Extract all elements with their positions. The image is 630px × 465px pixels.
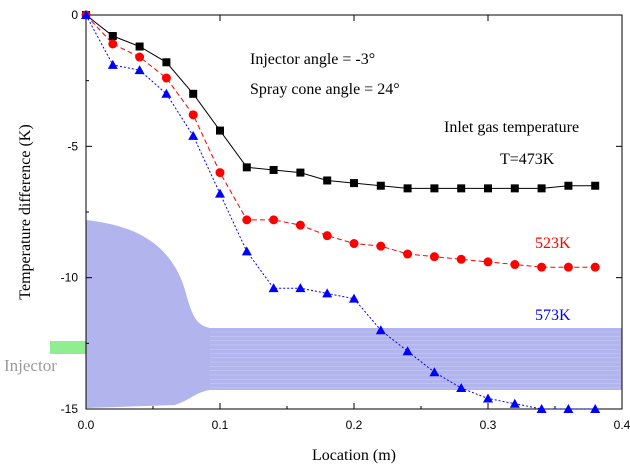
data-point <box>189 89 198 98</box>
series-1 <box>81 10 600 272</box>
data-point <box>429 367 440 377</box>
data-point <box>269 215 279 225</box>
data-point <box>536 404 547 413</box>
spray-cone-angle-annotation: Spray cone angle = 24° <box>250 81 400 98</box>
data-point <box>457 184 466 193</box>
data-point <box>162 58 171 67</box>
series-line <box>85 14 596 268</box>
legend-title: Inlet gas temperature <box>444 119 579 136</box>
data-point <box>537 184 546 193</box>
x-tick-label: 0.2 <box>346 418 363 432</box>
data-point <box>135 52 145 62</box>
data-point <box>322 231 332 241</box>
data-point <box>403 249 413 259</box>
data-point <box>323 176 332 185</box>
data-point <box>376 241 386 251</box>
data-point <box>322 288 333 298</box>
x-axis-title: Location (m) <box>312 447 396 464</box>
data-point <box>295 283 306 293</box>
data-point <box>509 398 520 408</box>
data-point <box>241 246 252 256</box>
injector-label: Injector <box>4 356 57 375</box>
data-point <box>483 393 493 403</box>
y-tick-label: -5 <box>67 139 78 153</box>
y-tick-label: -10 <box>61 271 79 285</box>
data-point <box>430 184 439 193</box>
data-point <box>108 39 118 49</box>
y-tick-label: -15 <box>61 402 79 416</box>
series-2 <box>81 10 601 413</box>
data-point <box>484 184 492 193</box>
data-point <box>563 404 574 413</box>
x-tick-label: 0.0 <box>78 418 95 432</box>
data-point <box>188 110 198 120</box>
data-point <box>429 252 439 262</box>
data-point <box>375 325 386 335</box>
data-point <box>135 42 144 51</box>
data-point <box>216 126 224 135</box>
data-point <box>456 382 467 392</box>
data-point <box>81 10 91 19</box>
spray-plume <box>86 220 622 408</box>
data-point <box>161 73 171 83</box>
data-point <box>350 179 358 188</box>
y-axis-title: Temperature difference (K) <box>17 124 34 299</box>
data-point <box>376 181 385 190</box>
y-tick-label: 0 <box>71 8 78 22</box>
data-point <box>215 188 225 198</box>
data-point <box>349 239 359 249</box>
data-point <box>161 88 172 98</box>
x-tick-label: 0.1 <box>212 418 229 432</box>
data-point <box>296 168 305 177</box>
spray-overlay <box>86 220 622 408</box>
series-label-573k: 573K <box>535 307 571 324</box>
data-point <box>134 65 145 75</box>
injector-angle-annotation: Injector angle = -3° <box>250 51 375 68</box>
x-tick-label: 0.4 <box>614 418 630 432</box>
series-line <box>85 14 596 189</box>
series-label-523k: 523K <box>535 235 571 252</box>
data-point <box>215 168 225 178</box>
x-tick-label: 0.3 <box>480 418 497 432</box>
data-point <box>402 346 413 356</box>
data-point <box>456 254 466 264</box>
data-point <box>590 404 601 413</box>
data-point <box>295 220 305 230</box>
data-point <box>269 165 278 174</box>
data-point <box>349 293 359 303</box>
data-point <box>510 260 520 270</box>
series-label-473k: T=473K <box>500 151 555 168</box>
injector-marker <box>50 341 86 354</box>
data-point <box>188 130 199 140</box>
data-point <box>403 184 412 193</box>
data-point <box>591 181 600 190</box>
data-point <box>268 283 279 293</box>
data-point <box>108 32 117 41</box>
data-point <box>483 257 493 267</box>
data-point <box>107 59 118 69</box>
series-0 <box>82 11 600 193</box>
data-point <box>564 181 573 190</box>
data-point <box>242 215 252 225</box>
data-point <box>242 163 251 172</box>
data-point <box>563 262 573 272</box>
data-point <box>590 262 600 272</box>
data-point <box>510 184 519 193</box>
data-point <box>537 262 547 272</box>
